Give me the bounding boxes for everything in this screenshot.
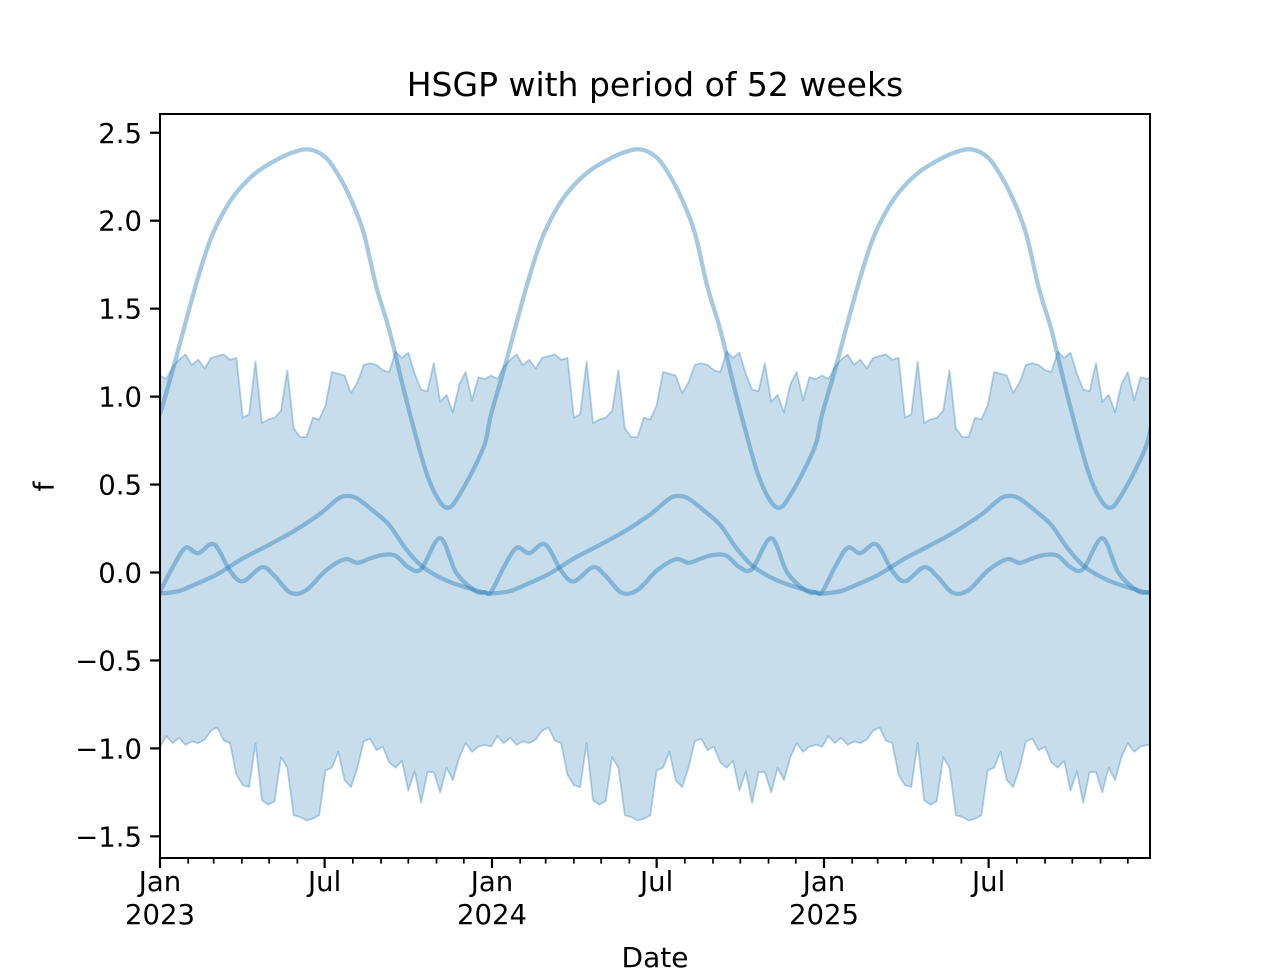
y-tick-label: 1.0 [98, 382, 142, 414]
x-tick-label: Jul [638, 866, 673, 898]
y-tick-label: −1.5 [75, 821, 142, 853]
hsgp-sample-3-curve [160, 536, 1150, 597]
y-tick-label: −0.5 [75, 645, 142, 677]
x-tick-label: Jul [970, 866, 1005, 898]
x-tick-label: 2024 [457, 899, 527, 931]
x-tick-label: 2023 [125, 899, 195, 931]
y-tick-label: 1.5 [98, 294, 142, 326]
x-tick-label: 2025 [789, 899, 859, 931]
y-tick-label: 0.0 [98, 558, 142, 590]
hdi-band-upper-edge [160, 350, 1150, 439]
y-tick-label: 2.5 [98, 118, 142, 150]
y-axis-label: f [27, 481, 61, 492]
x-tick-label: Jan [469, 866, 513, 898]
x-tick-label: Jul [306, 866, 341, 898]
y-tick-label: −1.0 [75, 733, 142, 765]
hsgp-sample-2-curve [160, 493, 1150, 596]
y-tick-label: 0.5 [98, 470, 142, 502]
data-layer [160, 147, 1150, 822]
chart-title: HSGP with period of 52 weeks [406, 65, 904, 104]
x-tick-label: Jan [801, 866, 845, 898]
y-tick-label: 2.0 [98, 206, 142, 238]
hdi-band-lower-edge [160, 726, 1150, 822]
hsgp-sample-1-curve [160, 147, 1150, 510]
y-axis: 2.5 2.0 1.5 1.0 0.5 0.0 −0.5 −1.0 −1.5 [75, 118, 160, 853]
hdi-band [160, 351, 1150, 821]
x-tick-label: Jan [137, 866, 181, 898]
x-axis-label: Date [621, 941, 689, 974]
axes-spines [159, 113, 1151, 859]
